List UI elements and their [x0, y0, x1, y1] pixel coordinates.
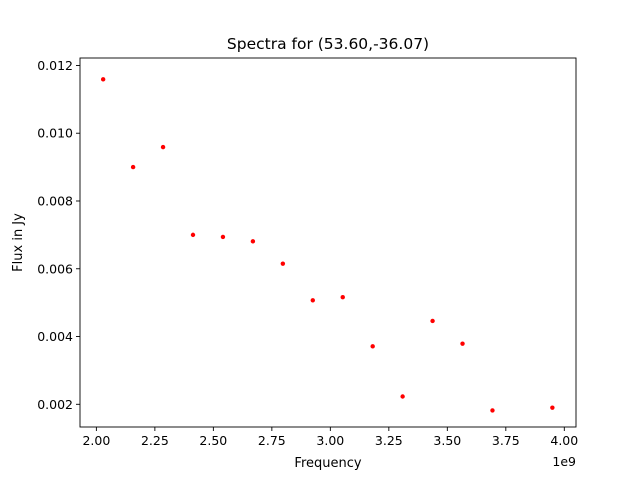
x-tick-label: 2.75 [258, 433, 286, 448]
x-tick-label: 3.75 [492, 433, 520, 448]
y-tick-label: 0.010 [37, 126, 73, 141]
x-tick-label: 4.00 [550, 433, 578, 448]
data-point-5 [220, 234, 226, 240]
data-point-2 [130, 164, 136, 170]
y-tick-label: 0.006 [37, 261, 73, 276]
data-point-8 [310, 298, 315, 303]
x-axis-offset-label: 1e9 [552, 454, 576, 469]
data-point-15 [550, 405, 555, 410]
y-tick-label: 0.004 [37, 329, 73, 344]
data-point-10 [370, 344, 375, 349]
data-point-13 [460, 341, 465, 346]
y-tick-label: 0.002 [37, 397, 73, 412]
x-tick-label: 2.00 [82, 433, 110, 448]
data-point-14 [490, 408, 495, 413]
plot-frame [79, 57, 577, 428]
x-tick-label: 3.00 [316, 433, 344, 448]
x-axis: 2.00 2.25 2.50 2.75 3.00 3.25 3.50 3.75 4.00 [82, 427, 578, 448]
y-tick-label: 0.008 [37, 193, 73, 208]
x-tick-label: 3.50 [433, 433, 461, 448]
y-tick-label: 0.012 [37, 58, 73, 73]
x-axis-label: Frequency [294, 456, 361, 471]
y-axis-label: Flux in Jy [11, 213, 26, 272]
x-tick-label: 2.50 [199, 433, 227, 448]
plot-area [79, 57, 577, 428]
data-point-1 [100, 77, 106, 82]
data-point-11 [400, 394, 405, 399]
x-tick-label: 2.25 [141, 433, 169, 448]
data-point-12 [430, 318, 435, 324]
chart-title: Spectra for (53.60,-36.07) [227, 35, 429, 53]
y-axis: 0.002 0.004 0.006 0.008 0.010 0.012 [37, 58, 80, 412]
data-point-4 [190, 232, 196, 238]
data-point-7 [280, 261, 286, 266]
data-point-9 [340, 295, 345, 300]
data-point-6 [250, 239, 256, 244]
data-point-3 [160, 144, 166, 150]
x-tick-label: 3.25 [375, 433, 403, 448]
